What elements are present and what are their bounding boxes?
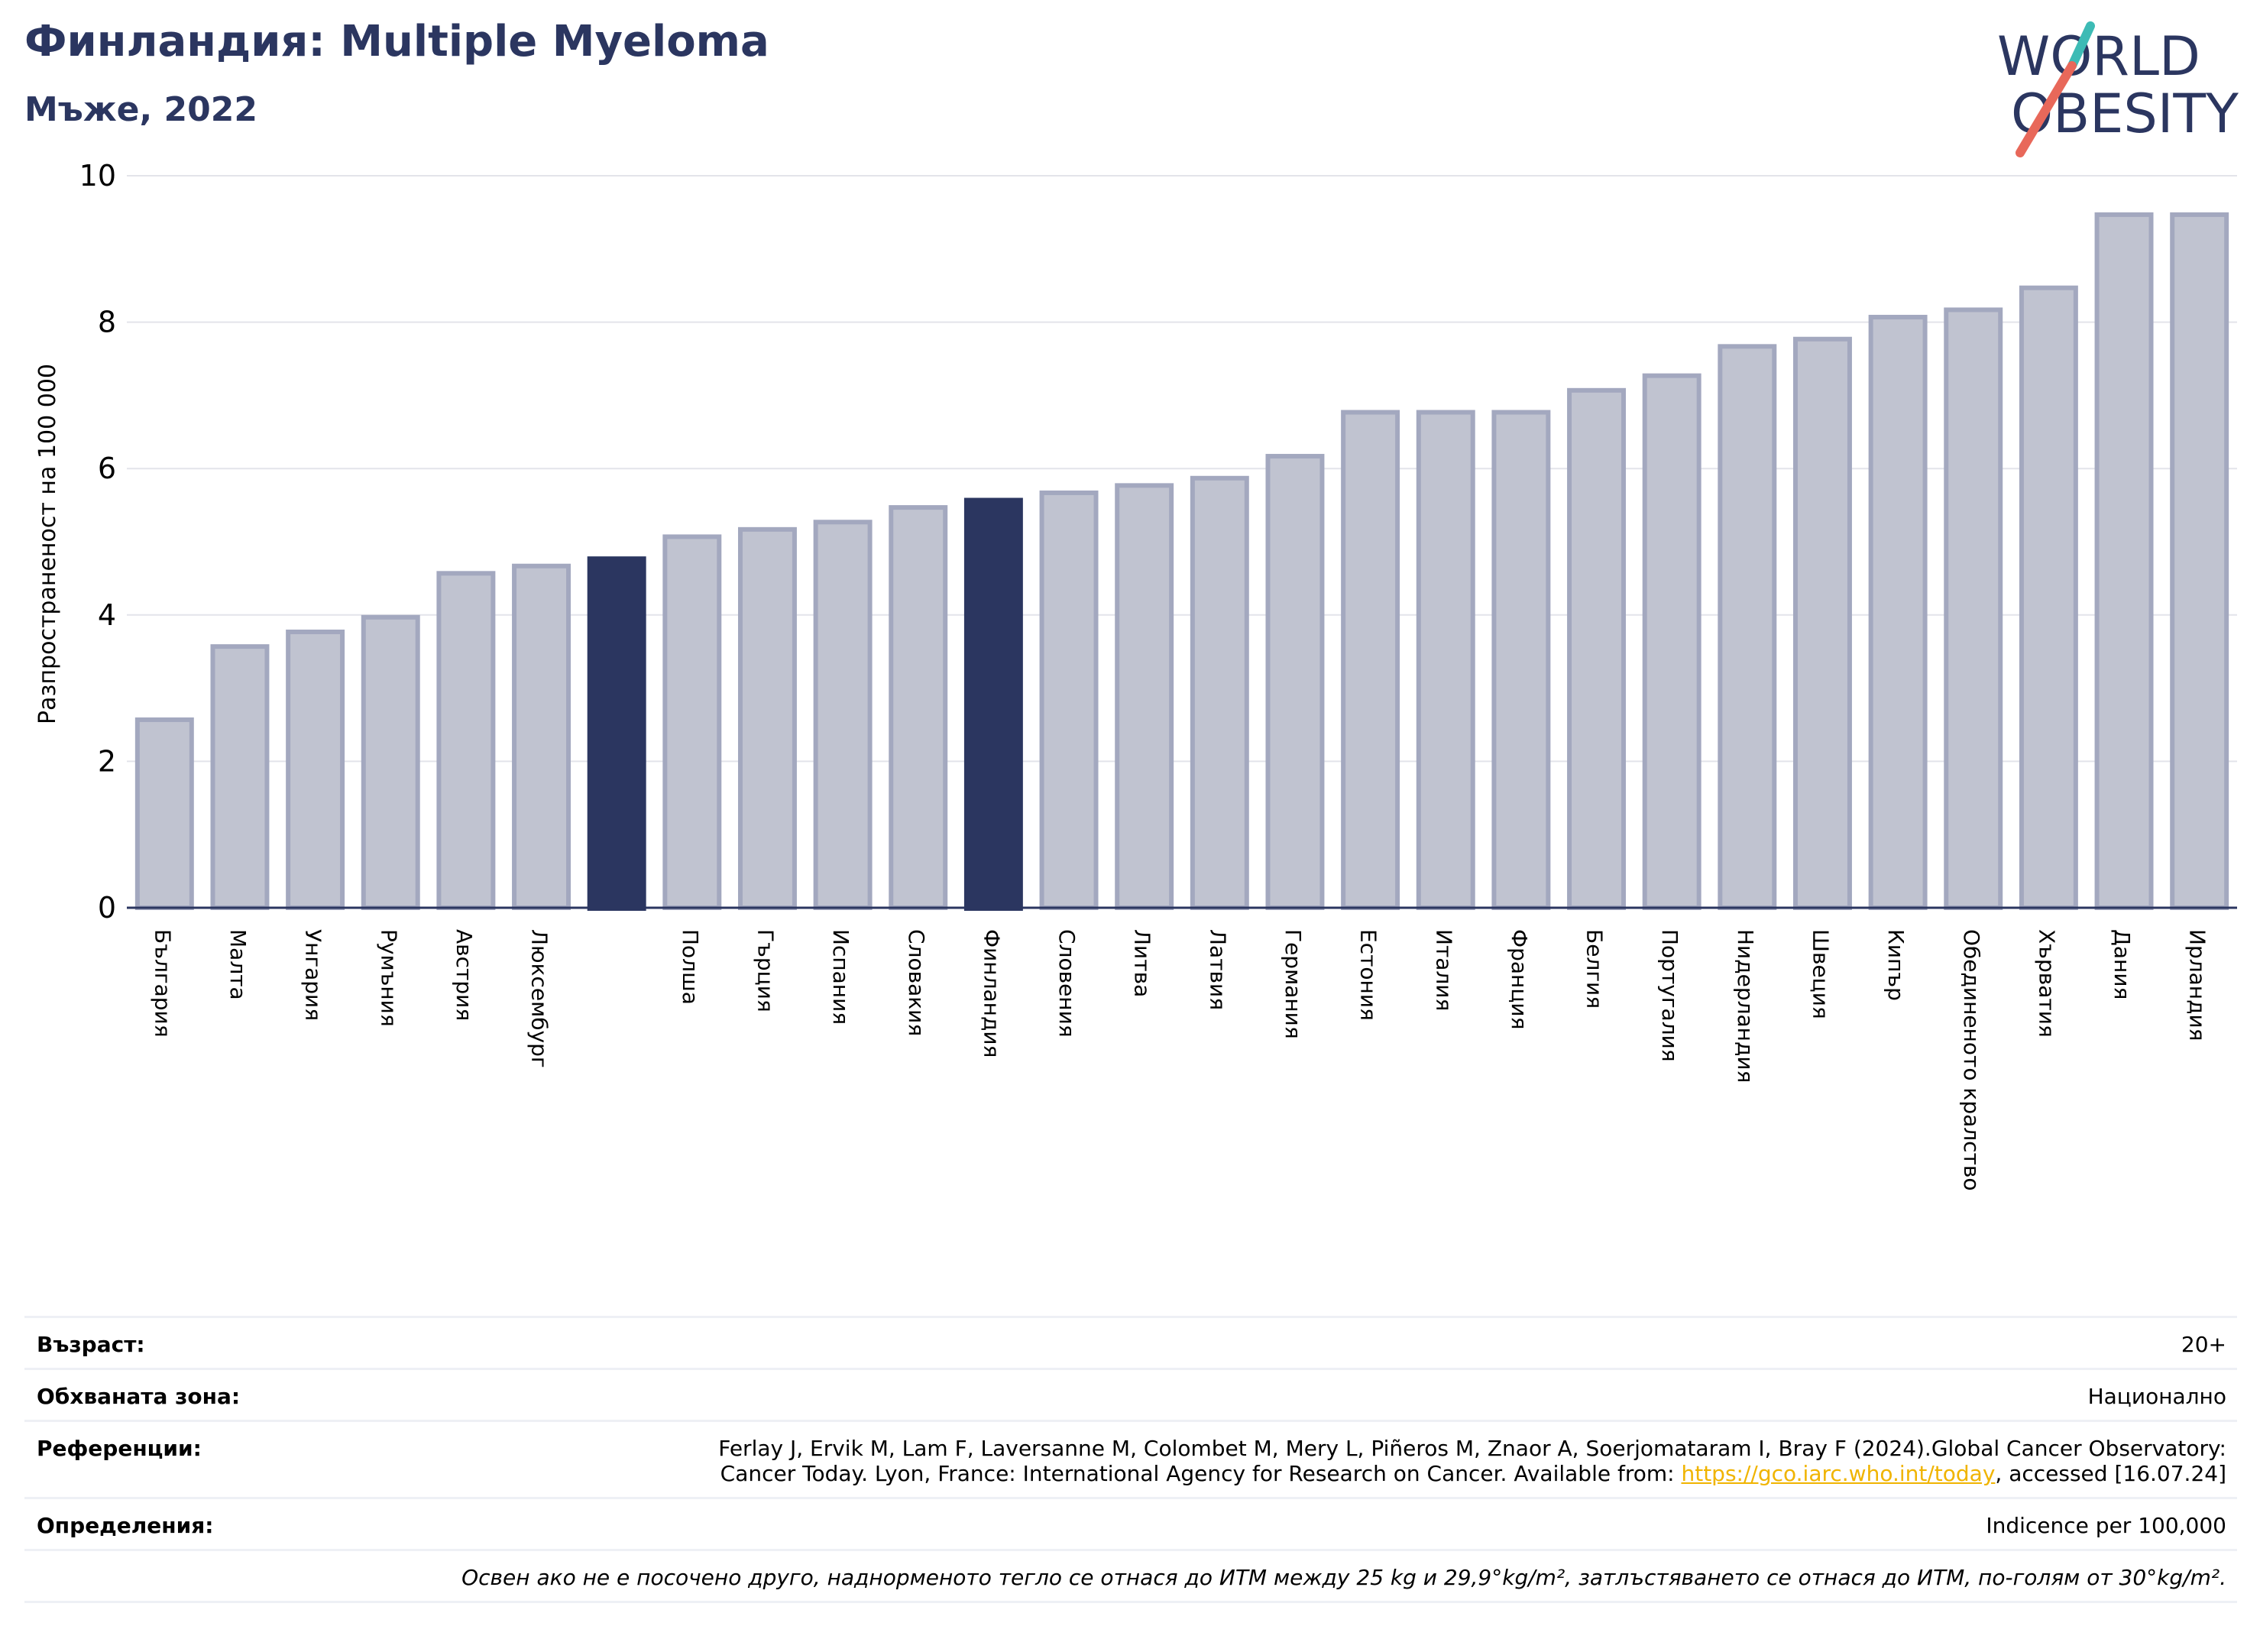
x-tick-label: Португалия	[1657, 929, 1682, 1062]
references-line-1: Ferlay J, Ervik M, Lam F, Laversanne M, …	[718, 1436, 2226, 1461]
x-tick-label: Полша	[678, 929, 703, 1005]
x-tick-label: Словакия	[904, 929, 929, 1036]
x-tick-label: Италия	[1431, 929, 1456, 1011]
x-tick-label: Латвия	[1205, 929, 1230, 1010]
y-tick-label: 4	[98, 598, 116, 632]
footnote: Освен ако не е посочено друго, наднормен…	[461, 1565, 2226, 1590]
bar	[889, 505, 948, 910]
bar	[1190, 475, 1249, 910]
x-tick-label: Малта	[225, 929, 251, 1000]
x-tick-label: България	[150, 929, 175, 1038]
x-tick-label: Обединеното кралство	[1959, 929, 1984, 1190]
definitions-value: Indicence per 100,000	[1986, 1513, 2226, 1538]
bars	[134, 212, 2229, 911]
bar	[1868, 315, 1928, 910]
y-tick-label: 2	[98, 744, 116, 778]
x-tick-label: Унгария	[301, 929, 326, 1021]
bar	[2170, 212, 2229, 910]
bar	[1944, 307, 2003, 910]
bar	[1491, 410, 1551, 910]
bar	[1718, 344, 1777, 910]
bar	[1341, 410, 1400, 910]
y-axis-label: Разпространеност на 100 000	[34, 364, 61, 724]
y-tick-labels: 0 2 4 6 8 10	[79, 159, 116, 925]
bar	[286, 629, 345, 911]
info-table: Възраст: 20+ Обхваната зона: Национално …	[24, 1316, 2237, 1603]
info-row-definitions: Определения: Indicence per 100,000	[24, 1497, 2237, 1549]
x-tick-labels: България Малта Унгария Румъния Австрия Люксем…	[150, 929, 2210, 1190]
bar	[1642, 373, 1701, 911]
x-tick-label: Германия	[1281, 929, 1306, 1039]
x-tick-label: Франция	[1507, 929, 1532, 1029]
bar	[1039, 490, 1099, 910]
references-line-2-prefix: Cancer Today. Lyon, France: Internationa…	[720, 1461, 1682, 1486]
bar	[361, 614, 420, 910]
y-tick-label: 0	[98, 891, 116, 925]
x-tick-label: Нидерландия	[1733, 929, 1758, 1083]
bar-highlighted	[963, 497, 1023, 911]
chart-title: Финландия: Multiple Myeloma	[24, 17, 769, 66]
x-tick-label: Естония	[1356, 929, 1381, 1021]
x-tick-label: Люксембург	[527, 929, 552, 1068]
references-line-2-suffix: , accessed [16.07.24]	[1995, 1461, 2226, 1486]
x-tick-label: Испания	[828, 929, 853, 1025]
y-tick-label: 10	[79, 159, 116, 193]
bar	[737, 526, 797, 911]
y-tick-label: 8	[98, 306, 116, 339]
bar-chart: 0 2 4 6 8 10 България Малта Унгария Румъния Австр…	[34, 159, 2237, 1190]
x-tick-label: Ирландия	[2185, 929, 2210, 1041]
info-row-note: Освен ако не е посочено друго, наднормен…	[24, 1549, 2237, 1603]
bar	[134, 717, 194, 910]
x-tick-label: Белгия	[1582, 929, 1608, 1009]
bar	[2019, 285, 2078, 910]
x-tick-label: Дания	[2109, 929, 2135, 999]
world-obesity-logo: WORLD OBESITY	[1997, 21, 2239, 157]
x-tick-label: Хърватия	[2034, 929, 2059, 1038]
x-tick-label: Румъния	[376, 929, 401, 1027]
bar	[2094, 212, 2154, 910]
bar	[813, 520, 873, 910]
age-label: Възраст:	[37, 1332, 145, 1357]
bar	[512, 563, 571, 910]
bar	[210, 644, 270, 910]
area-label: Обхваната зона:	[37, 1384, 241, 1409]
bar	[436, 571, 496, 910]
references-line-2: Cancer Today. Lyon, France: Internationa…	[718, 1461, 2226, 1486]
x-tick-label: Кипър	[1883, 929, 1909, 1001]
age-value: 20+	[2181, 1332, 2226, 1357]
x-tick-label: Литва	[1130, 929, 1155, 997]
bar-highlighted	[587, 556, 646, 911]
logo-slash-coral	[2016, 61, 2077, 157]
bar	[1792, 336, 1852, 910]
x-tick-label: Финландия	[979, 929, 1004, 1058]
logo-line-2: OBESITY	[2011, 83, 2239, 145]
bar	[1416, 410, 1475, 910]
info-row-age: Възраст: 20+	[24, 1316, 2237, 1368]
x-tick-label: Швеция	[1808, 929, 1833, 1019]
bar	[662, 534, 722, 910]
info-row-area: Обхваната зона: Национално	[24, 1368, 2237, 1420]
y-tick-label: 6	[98, 452, 116, 485]
bar	[1567, 387, 1627, 910]
definitions-label: Определения:	[37, 1513, 214, 1538]
bar	[1265, 454, 1325, 910]
references-value: Ferlay J, Ervik M, Lam F, Laversanne M, …	[718, 1436, 2226, 1486]
x-tick-label: Словения	[1054, 929, 1080, 1038]
references-link[interactable]: https://gco.iarc.who.int/today	[1681, 1461, 1996, 1486]
logo-slash-teal	[2067, 21, 2095, 70]
bar	[1115, 483, 1174, 910]
x-tick-label: Австрия	[452, 929, 477, 1021]
area-value: Национално	[2087, 1384, 2226, 1409]
logo-line-1: WORLD	[1997, 25, 2200, 88]
info-row-references: Референции: Ferlay J, Ervik M, Lam F, La…	[24, 1420, 2237, 1497]
references-label: Референции:	[37, 1436, 202, 1461]
x-tick-label: Гърция	[753, 929, 778, 1012]
chart-subtitle: Мъже, 2022	[24, 90, 257, 129]
